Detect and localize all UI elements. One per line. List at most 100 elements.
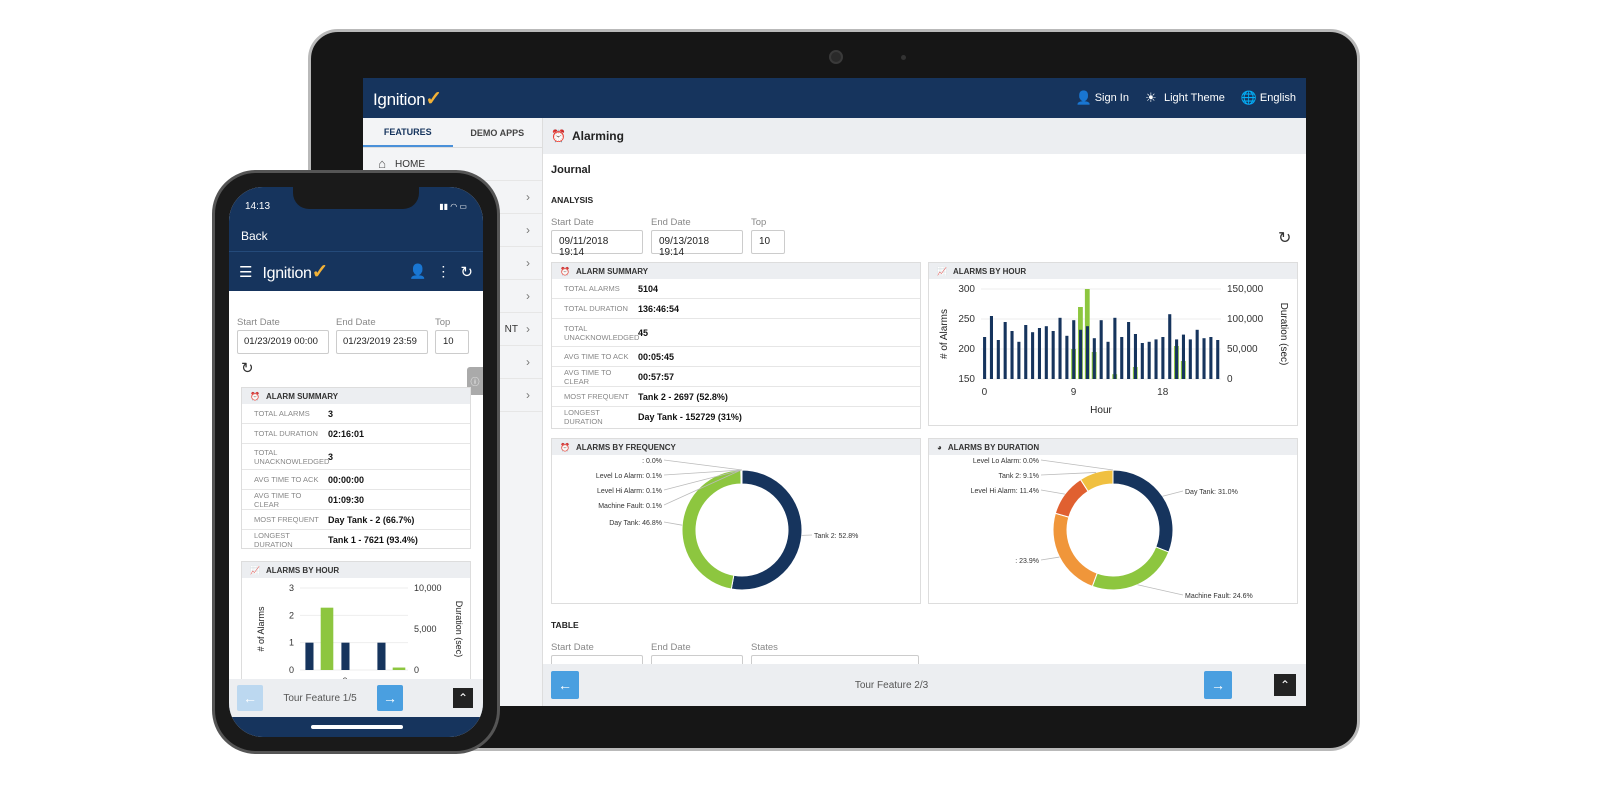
summary-value: 136:46:54 bbox=[638, 303, 680, 314]
back-link[interactable]: Back bbox=[229, 221, 483, 251]
user-icon[interactable]: 👤 bbox=[408, 263, 427, 279]
y-tick-label: 3 bbox=[289, 583, 294, 593]
top-label: Top bbox=[435, 317, 451, 328]
alarms-by-duration-chart: Day Tank: 31.0% Machine Fault: 24.6%: 23.… bbox=[971, 458, 1253, 600]
alarm-bar bbox=[983, 337, 987, 379]
slice-label: Machine Fault: 0.1% bbox=[598, 503, 662, 510]
sign-in-button[interactable]: 👤 Sign In bbox=[1076, 91, 1129, 105]
kebab-menu-icon[interactable]: ⋮ bbox=[436, 263, 451, 279]
start-date-group: Start Date 09/11/2018 19:14 bbox=[551, 217, 643, 258]
summary-value: Day Tank - 152729 (31%) bbox=[638, 412, 742, 422]
alarms-by-duration-panel: ◕ ALARMS BY DURATION Day Tank: 31.0% Machi… bbox=[928, 438, 1298, 604]
panel-header: ◕ ALARMS BY DURATION bbox=[929, 439, 1297, 455]
alarm-bar bbox=[1010, 331, 1014, 379]
scroll-top-button[interactable]: ⌃ bbox=[453, 688, 473, 708]
table-heading: TABLE bbox=[551, 620, 579, 630]
donut-slice bbox=[1112, 469, 1174, 553]
summary-value: 3 bbox=[328, 451, 334, 462]
slice-label: Tank 2: 52.8% bbox=[814, 533, 858, 540]
top-input[interactable]: 10 bbox=[435, 330, 469, 354]
summary-value: 5104 bbox=[638, 283, 659, 294]
mobile-footer: ← Tour Feature 1/5 → ⌃ bbox=[229, 679, 483, 737]
start-date-input[interactable]: 09/11/2018 19:14 bbox=[551, 230, 643, 258]
trend-icon: 📈 bbox=[250, 565, 260, 575]
alarm-bar bbox=[1216, 340, 1220, 379]
sidebar-item-label: NT bbox=[504, 323, 518, 335]
panel-title: ALARM SUMMARY bbox=[575, 266, 649, 276]
refresh-icon[interactable]: ↻ bbox=[241, 360, 254, 377]
end-date-label: End Date bbox=[651, 217, 691, 228]
alarm-bar bbox=[1079, 329, 1083, 379]
home-indicator bbox=[311, 725, 403, 729]
start-date-group: Start Date 01/23/2019 00:00 bbox=[237, 317, 329, 354]
summary-row: AVG TIME TO CLEAR 00:57:57 bbox=[552, 367, 920, 387]
table-end-label: End Date bbox=[651, 642, 691, 653]
arrow-left-icon: ← bbox=[243, 690, 257, 706]
y2-tick-label: 100,000 bbox=[1227, 314, 1264, 325]
end-date-label: End Date bbox=[336, 317, 376, 328]
summary-row: MOST FREQUENT Tank 2 - 2697 (52.8%) bbox=[552, 387, 920, 407]
language-label: English bbox=[1259, 92, 1296, 104]
top-group: Top 10 bbox=[751, 217, 785, 254]
y-tick-label: 200 bbox=[958, 344, 975, 355]
tour-footer: ← Tour Feature 2/3 → ⌃ bbox=[543, 664, 1306, 706]
hamburger-icon[interactable]: ☰ bbox=[239, 263, 253, 281]
slice-label: Level Lo Alarm: 0.1% bbox=[596, 473, 662, 480]
alarm-bar bbox=[1099, 320, 1103, 379]
next-button[interactable]: → bbox=[377, 685, 403, 711]
states-label: States bbox=[751, 642, 778, 653]
tour-label: Tour Feature 2/3 bbox=[854, 679, 929, 691]
alarm-bar bbox=[1017, 341, 1021, 379]
alarm-bar bbox=[1120, 337, 1124, 379]
language-button[interactable]: 🌐 English bbox=[1241, 91, 1296, 105]
y2-axis-label: Duration (sec) bbox=[1278, 303, 1289, 366]
end-date-input[interactable]: 09/13/2018 19:14 bbox=[651, 230, 743, 258]
summary-value: 45 bbox=[638, 327, 649, 338]
leader-line bbox=[663, 521, 683, 526]
leader-line bbox=[1040, 472, 1097, 476]
chevron-right-icon: › bbox=[526, 190, 530, 204]
ignition-logo[interactable]: Ignition✓ bbox=[373, 86, 442, 111]
summary-key: TOTAL UNACKNOWLEDGED bbox=[564, 323, 640, 342]
alarm-bar bbox=[1058, 317, 1062, 379]
summary-row: TOTAL ALARMS 3 bbox=[242, 404, 470, 424]
sun-icon: ☀ bbox=[1144, 90, 1157, 105]
alarm-bar bbox=[1031, 332, 1035, 379]
summary-value: Tank 2 - 2697 (52.8%) bbox=[638, 391, 728, 402]
ignition-logo[interactable]: Ignition✓ bbox=[262, 259, 328, 284]
alarms-by-frequency-panel: ⏰ ALARMS BY FREQUENCY Tank 2: 52.8% Day Ta… bbox=[551, 438, 921, 604]
summary-key: MOST FREQUENT bbox=[254, 515, 319, 524]
prev-button[interactable]: ← bbox=[551, 671, 579, 699]
chevron-up-icon: ⌃ bbox=[1279, 678, 1291, 692]
alarm-bar bbox=[1154, 339, 1158, 379]
status-time: 14:13 bbox=[245, 200, 271, 212]
refresh-icon[interactable]: ↻ bbox=[1278, 230, 1292, 247]
top-input[interactable]: 10 bbox=[751, 230, 785, 254]
prev-button[interactable]: ← bbox=[237, 685, 263, 711]
scroll-top-button[interactable]: ⌃ bbox=[1274, 674, 1296, 696]
sidebar-tabs: FEATURES DEMO APPS bbox=[363, 118, 542, 148]
alarm-bar bbox=[1188, 339, 1192, 379]
donut-slice bbox=[681, 469, 742, 590]
summary-key: AVG TIME TO CLEAR bbox=[564, 367, 612, 386]
end-date-input[interactable]: 01/23/2019 23:59 bbox=[336, 330, 428, 354]
theme-button[interactable]: ☀ Light Theme bbox=[1145, 91, 1225, 105]
y2-tick-label: 0 bbox=[414, 665, 419, 675]
y-tick-label: 300 bbox=[958, 284, 975, 295]
alarm-bar bbox=[377, 642, 386, 670]
slice-label: Day Tank: 31.0% bbox=[1185, 489, 1238, 496]
y2-tick-label: 10,000 bbox=[414, 583, 442, 593]
next-button[interactable]: → bbox=[1204, 671, 1232, 699]
alarm-bar bbox=[1072, 320, 1076, 379]
chevron-right-icon: › bbox=[526, 289, 530, 303]
alarm-bar bbox=[305, 642, 314, 670]
info-tab-icon[interactable]: ⓘ bbox=[467, 367, 483, 395]
tab-features[interactable]: FEATURES bbox=[363, 118, 453, 147]
user-icon: 👤 bbox=[1075, 90, 1092, 105]
start-date-input[interactable]: 01/23/2019 00:00 bbox=[237, 330, 329, 354]
y-axis-label: # of Alarms bbox=[939, 309, 950, 359]
alarm-bar bbox=[1140, 343, 1144, 379]
refresh-icon[interactable]: ↻ bbox=[460, 263, 473, 281]
panel-title: ALARMS BY FREQUENCY bbox=[575, 442, 676, 452]
tab-demo-apps[interactable]: DEMO APPS bbox=[470, 127, 525, 138]
